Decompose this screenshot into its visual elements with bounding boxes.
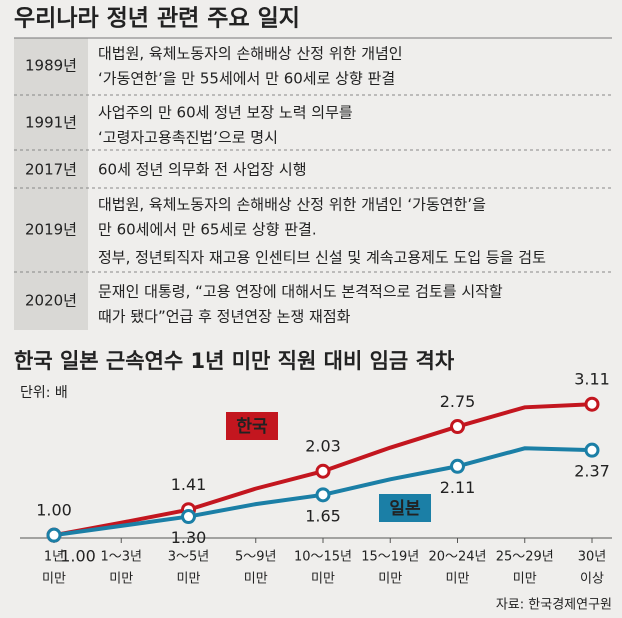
x-tick-label: 25～29년 [496, 550, 554, 565]
x-tick-label: 미만 [446, 572, 470, 587]
year-column [14, 38, 88, 330]
point-marker [584, 396, 600, 412]
x-tick-label: 1년 [44, 550, 64, 565]
x-tick-label: 미만 [244, 572, 268, 587]
x-tick-label: 미만 [513, 572, 537, 587]
data-label: 2.11 [440, 478, 476, 497]
x-tick-label: 미만 [109, 572, 133, 587]
data-label: 2.37 [574, 462, 610, 481]
year-label: 1991년 [25, 114, 77, 132]
legend-box [226, 412, 278, 440]
x-tick-label: 미만 [177, 572, 201, 587]
event-text: 대법원, 육체노동자의 손해배상 산정 위한 개념인 ‘가동연한’을 [98, 196, 486, 214]
timeline-title: 우리나라 정년 관련 주요 일지 [14, 6, 300, 32]
data-label: 1.41 [171, 475, 207, 494]
year-label: 2017년 [25, 161, 77, 179]
x-tick-label: 10～15년 [294, 550, 352, 565]
event-text: ‘가동연한’을 만 55세에서 만 60세로 상향 판결 [98, 70, 395, 88]
unit-label: 단위: 배 [20, 385, 68, 401]
year-label: 1989년 [25, 57, 77, 75]
data-label: 1.00 [36, 501, 72, 520]
point-marker [315, 463, 331, 479]
point-marker [450, 419, 465, 435]
x-tick-label: 5～9년 [235, 550, 277, 565]
year-label: 2019년 [25, 221, 77, 239]
point-marker [584, 442, 600, 458]
legend-box [379, 494, 431, 522]
source: 자료: 한국경제연구원 [496, 598, 612, 613]
event-text: 문재인 대통령, “고용 연장에 대해서도 본격적으로 검토를 시작할 [98, 283, 503, 301]
event-text: 때가 됐다”언급 후 정년연장 논쟁 재점화 [98, 308, 351, 326]
x-tick-label: 3～5년 [168, 550, 210, 565]
point-marker [181, 509, 196, 525]
point-marker [315, 487, 331, 503]
data-label: 1.00 [60, 547, 96, 566]
data-label: 2.03 [305, 437, 341, 456]
x-tick-label: 20～24년 [428, 550, 486, 565]
x-tick-label: 미만 [311, 572, 335, 587]
x-tick-label: 1～3년 [100, 550, 142, 565]
x-tick-label: 30년 [578, 550, 607, 565]
data-label: 1.30 [171, 528, 207, 547]
year-label: 2020년 [25, 292, 77, 310]
event-text: 대법원, 육체노동자의 손해배상 산정 위한 개념인 [98, 45, 403, 63]
data-label: 3.11 [574, 370, 610, 389]
event-text: 60세 정년 의무화 전 사업장 시행 [98, 161, 307, 179]
event-text: ‘고령자고용촉진법’으로 명시 [98, 129, 278, 147]
event-text: 사업주의 만 60세 정년 보장 노력 의무를 [98, 104, 353, 122]
point-marker [450, 458, 465, 474]
data-label: 1.65 [305, 506, 341, 525]
data-label: 2.75 [440, 392, 476, 411]
x-tick-label: 이상 [580, 572, 604, 587]
legend-label: 한국 [236, 417, 268, 437]
x-tick-label: 미만 [378, 572, 402, 587]
chart-title: 한국 일본 근속연수 1년 미만 직원 대비 임금 격차 [14, 349, 455, 373]
x-tick-label: 15～19년 [361, 550, 419, 565]
event-text: 정부, 정년퇴직자 재고용 인센티브 신설 및 계속고용제도 도입 등을 검토 [98, 249, 546, 267]
event-text: 만 60세에서 만 65세로 상향 판결. [98, 221, 317, 239]
legend-label: 일본 [389, 499, 421, 519]
point-marker [46, 527, 62, 543]
x-tick-label: 미만 [42, 572, 66, 587]
